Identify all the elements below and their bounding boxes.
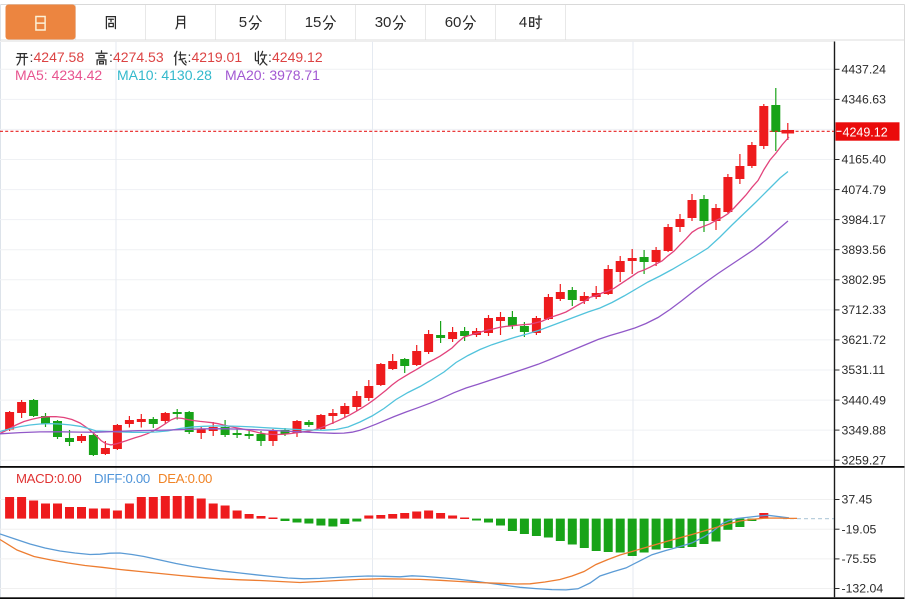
svg-text:3802.95: 3802.95 [842, 273, 887, 287]
svg-text:15: 15 [305, 14, 322, 31]
svg-text:3893.56: 3893.56 [842, 243, 887, 257]
svg-text:4249.12: 4249.12 [272, 49, 323, 65]
svg-text:-19.05: -19.05 [842, 522, 877, 536]
svg-text:60: 60 [445, 14, 462, 31]
svg-text:3259.27: 3259.27 [842, 453, 887, 467]
svg-text:DIFF:0.00: DIFF:0.00 [94, 471, 150, 486]
svg-text:3440.49: 3440.49 [842, 393, 887, 407]
svg-text:4165.40: 4165.40 [842, 153, 887, 167]
svg-text:4249.12: 4249.12 [843, 125, 888, 139]
svg-text::: : [188, 49, 192, 65]
svg-text:-75.55: -75.55 [842, 552, 877, 566]
svg-text:3621.72: 3621.72 [842, 333, 887, 347]
svg-text:3712.33: 3712.33 [842, 303, 887, 317]
svg-text:MA20: 3978.71: MA20: 3978.71 [225, 67, 320, 83]
svg-text:-132.04: -132.04 [842, 582, 884, 596]
svg-text:3349.88: 3349.88 [842, 423, 887, 437]
svg-text:4346.63: 4346.63 [842, 93, 887, 107]
svg-text:MA5: 4234.42: MA5: 4234.42 [15, 67, 102, 83]
svg-text::: : [30, 49, 34, 65]
svg-text:MA10: 4130.28: MA10: 4130.28 [117, 67, 212, 83]
svg-text:3984.17: 3984.17 [842, 213, 887, 227]
svg-text:4274.53: 4274.53 [113, 49, 164, 65]
svg-text:4219.01: 4219.01 [192, 49, 243, 65]
svg-text:4: 4 [519, 14, 527, 31]
svg-text:DEA:0.00: DEA:0.00 [158, 471, 212, 486]
svg-text:4074.79: 4074.79 [842, 183, 887, 197]
svg-text:37.45: 37.45 [842, 493, 873, 507]
svg-text::: : [109, 49, 113, 65]
svg-text::: : [268, 49, 272, 65]
svg-text:4247.58: 4247.58 [34, 49, 85, 65]
svg-text:4437.24: 4437.24 [842, 63, 887, 77]
svg-text:30: 30 [375, 14, 392, 31]
svg-text:MACD:0.00: MACD:0.00 [16, 471, 81, 486]
svg-text:5: 5 [239, 14, 247, 31]
svg-text:3531.11: 3531.11 [842, 363, 886, 377]
